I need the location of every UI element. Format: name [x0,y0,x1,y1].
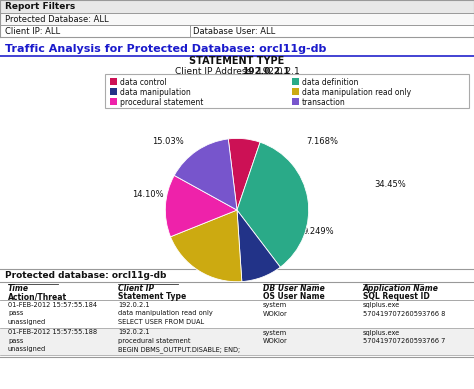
Text: Protected Database: ALL: Protected Database: ALL [5,14,109,23]
Text: system: system [263,329,287,335]
Text: 192.0.2.1: 192.0.2.1 [118,302,149,308]
Text: BEGIN DBMS_OUTPUT.DISABLE; END;: BEGIN DBMS_OUTPUT.DISABLE; END; [118,347,240,353]
Text: 192.0.2.1: 192.0.2.1 [242,67,289,75]
Text: unassigned: unassigned [8,319,46,325]
Text: pass: pass [8,338,23,344]
Bar [0,328,474,355]
Wedge shape [237,142,309,267]
Text: STATEMENT TYPE: STATEMENT TYPE [190,56,284,66]
Text: data manipulation: data manipulation [120,88,191,96]
Text: Database User: ALL: Database User: ALL [193,26,275,35]
Text: 9.249%: 9.249% [302,226,334,235]
Text: Application Name: Application Name [363,284,439,293]
Text: 7.168%: 7.168% [306,137,338,145]
Text: Client IP: Client IP [118,284,154,293]
Bar [110,78,117,85]
Bar [0,0,474,13]
Bar [292,78,299,85]
Bar [0,300,474,328]
Text: 01-FEB-2012 15:57:55.188: 01-FEB-2012 15:57:55.188 [8,329,97,335]
Text: Client IP: ALL: Client IP: ALL [5,26,60,35]
Text: Statement Type: Statement Type [118,292,186,301]
Bar [292,88,299,95]
Text: WOKlor: WOKlor [263,338,288,344]
Wedge shape [237,210,280,282]
Text: 15.03%: 15.03% [152,137,184,145]
Text: procedural statement: procedural statement [118,338,191,344]
Text: 14.10%: 14.10% [132,189,164,198]
Text: Action/Threat: Action/Threat [8,292,67,301]
Text: WOKlor: WOKlor [263,310,288,317]
Text: pass: pass [8,310,23,317]
Text: sqlplus.exe: sqlplus.exe [363,302,400,308]
Text: Report Filters: Report Filters [5,2,75,11]
Text: data manipulation read only: data manipulation read only [302,88,411,96]
Text: SQL Request ID: SQL Request ID [363,292,430,301]
Text: SELECT USER FROM DUAL: SELECT USER FROM DUAL [118,319,204,325]
Text: 01-FEB-2012 15:57:55.184: 01-FEB-2012 15:57:55.184 [8,302,97,308]
Text: Traffic Analysis for Protected Database: orcl11g-db: Traffic Analysis for Protected Database:… [5,44,327,54]
Wedge shape [174,139,237,210]
Bar [0,13,474,25]
Text: unassigned: unassigned [8,347,46,352]
Text: 34.45%: 34.45% [374,179,406,189]
Text: DB User Name: DB User Name [263,284,325,293]
Text: system: system [263,302,287,308]
Text: 20.00%: 20.00% [209,237,241,245]
Bar [110,88,117,95]
Text: 570419707260593766 8: 570419707260593766 8 [363,310,446,317]
Bar [292,98,299,105]
Text: procedural statement: procedural statement [120,98,203,107]
Wedge shape [165,175,237,237]
Wedge shape [171,210,242,282]
Bar [0,25,474,37]
Wedge shape [228,138,260,210]
Text: data definition: data definition [302,77,358,86]
Text: 192.0.2.1: 192.0.2.1 [118,329,149,335]
Text: 570419707260593766 7: 570419707260593766 7 [363,338,446,344]
Text: Protected database: orcl11g-db: Protected database: orcl11g-db [5,272,166,280]
Bar [105,74,469,108]
Text: data manipulation read only: data manipulation read only [118,310,213,317]
Bar [110,98,117,105]
Text: transaction: transaction [302,98,346,107]
Text: OS User Name: OS User Name [263,292,325,301]
Text: data control: data control [120,77,167,86]
Text: sqlplus.exe: sqlplus.exe [363,329,400,335]
Text: Client IP Address: 192.0.2.1: Client IP Address: 192.0.2.1 [174,67,300,75]
Text: Time: Time [8,284,29,293]
